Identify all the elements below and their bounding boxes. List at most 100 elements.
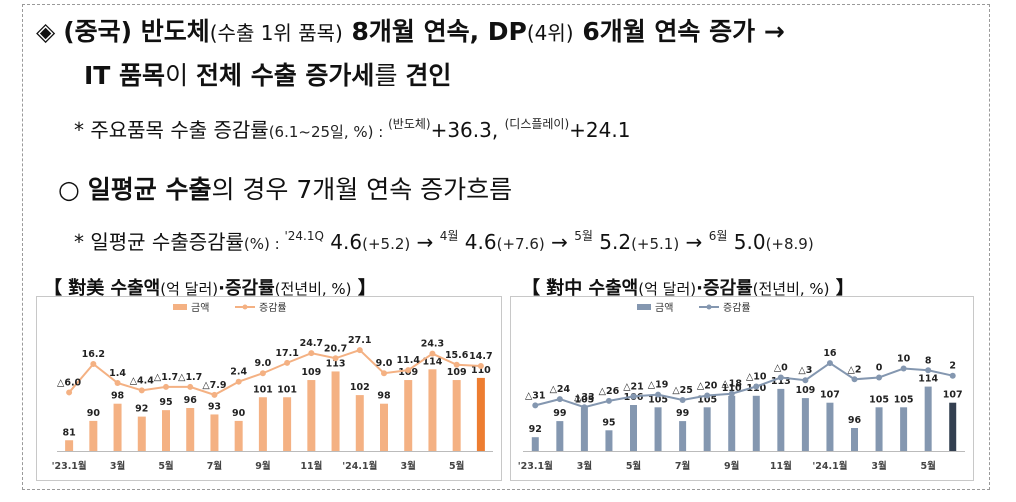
- rate-point-14: [851, 376, 858, 383]
- bar-14: [851, 428, 858, 451]
- rate-label-13: 16: [823, 348, 837, 359]
- bar-label-14: 98: [377, 391, 391, 402]
- bar-2: [556, 421, 564, 451]
- bar-label-7: 93: [208, 401, 221, 412]
- rate-label-18: 2: [949, 361, 956, 372]
- rate-label-6: △1.7: [178, 372, 202, 383]
- rate-point-17: [925, 367, 932, 374]
- bar-label-2: 99: [553, 408, 566, 419]
- chart-us: 금액 증감률 81 90 98 92 95 96 93 90 101 101 109 113 102 98 10…: [52, 302, 493, 472]
- x-tick-11: 11월: [300, 460, 322, 472]
- rate-point-3: [581, 404, 588, 411]
- content-frame: [22, 4, 990, 490]
- bar-label-10: 101: [277, 384, 297, 395]
- bar-label-16: 114: [423, 356, 443, 367]
- title-us-rate: 증감률: [224, 278, 275, 299]
- bar-17: [924, 386, 932, 451]
- rate-point-2: [90, 361, 97, 368]
- x-tick-13: '24.1월: [812, 460, 847, 472]
- legend-amount-swatch: [637, 304, 651, 310]
- bar-9: [728, 395, 736, 451]
- note2-q1: '24.1Q: [284, 229, 324, 243]
- note-major-items: * 주요품목 수출 증감률(6.1~25일, %) : (반도체)+36.3, …: [74, 114, 630, 143]
- rate-label-8: 2.4: [230, 367, 247, 378]
- rate-point-7: [211, 391, 218, 398]
- rate-label-14: △2: [848, 364, 862, 375]
- bar-5: [162, 410, 170, 451]
- rate-point-11: [777, 374, 784, 381]
- bar-label-6: 96: [184, 395, 198, 406]
- heading-rank1-note: (수출 1위 품목): [209, 21, 343, 45]
- legend-rate-label: 증감률: [723, 302, 751, 314]
- rate-label-7: △25: [672, 385, 693, 396]
- rate-point-1: [532, 402, 539, 409]
- x-tick-15: 3월: [401, 460, 416, 472]
- bar-12: [331, 371, 340, 451]
- rate-label-2: △24: [550, 384, 571, 395]
- bar-3: [580, 407, 588, 451]
- bar-7: [679, 421, 687, 451]
- rate-point-10: [284, 359, 291, 366]
- note2-june-value: 5.0: [727, 230, 766, 254]
- bar-17: [452, 380, 461, 451]
- note1-semiconductor: (반도체): [388, 117, 431, 131]
- note2-arrow-1: →: [410, 230, 440, 254]
- heading-bullet: ◈: [36, 17, 56, 46]
- bar-label-4: 92: [135, 404, 148, 415]
- note1-label: * 주요품목 수출 증감률: [74, 118, 269, 142]
- chart-title-us: 【 對美 수출액(억 달러)·증감률(전년비, %) 】: [44, 274, 376, 300]
- bar-13: [826, 402, 834, 451]
- bar-4: [605, 430, 613, 451]
- bar-label-17: 114: [918, 374, 938, 385]
- note2-april-change: (+7.6): [496, 235, 545, 253]
- x-tick-9: 9월: [255, 460, 270, 472]
- rate-point-6: [655, 391, 662, 398]
- bar-14: [380, 403, 388, 451]
- rate-point-15: [876, 374, 883, 381]
- rate-point-18: [477, 362, 484, 369]
- bar-label-3: 98: [111, 391, 125, 402]
- x-tick-5: 5월: [626, 460, 641, 472]
- title-cn-basis: (전년비, %): [752, 280, 830, 298]
- title-us-main: 對美 수출액: [68, 278, 161, 299]
- rate-point-13: [826, 360, 833, 367]
- note2-may: 5월: [574, 229, 593, 243]
- bar-label-7: 99: [676, 408, 689, 419]
- x-tick-7: 7월: [207, 460, 222, 472]
- rate-label-15: 0: [876, 363, 883, 374]
- bar-label-16: 105: [894, 394, 914, 405]
- rate-point-9: [728, 390, 735, 397]
- rate-label-12: △3: [798, 365, 812, 376]
- rate-label-1: △6.0: [57, 377, 82, 388]
- rate-point-5: [163, 383, 169, 390]
- x-tick-17: 5월: [449, 460, 464, 472]
- title-us-basis: (전년비, %): [274, 280, 352, 298]
- x-tick-11: 11월: [770, 460, 792, 472]
- x-tick-5: 5월: [158, 460, 173, 472]
- bar-3: [113, 403, 122, 451]
- title-cn-unit: (억 달러): [638, 280, 697, 298]
- note2-arrow-2: →: [544, 230, 575, 254]
- bar-label-5: 95: [159, 397, 172, 408]
- title-us-open: 【: [44, 278, 69, 299]
- rate-label-16: 24.3: [421, 339, 444, 350]
- x-tick-9: 9월: [724, 460, 739, 472]
- rate-label-4: △26: [599, 386, 620, 397]
- bar-4: [137, 416, 146, 451]
- heading-particle-1: 이: [165, 61, 197, 90]
- bar-label-12: 109: [795, 385, 815, 396]
- rate-label-13: 27.1: [348, 335, 371, 346]
- note2-arrow-3: →: [679, 230, 709, 254]
- rate-line: [535, 361, 953, 409]
- legend-rate-marker: [242, 304, 248, 310]
- title-us-close: 】: [351, 278, 376, 299]
- x-tick-1: '23.1월: [518, 460, 553, 472]
- rate-label-3: 1.4: [109, 368, 126, 379]
- bar-label-1: 81: [62, 427, 75, 438]
- title-us-unit: (억 달러): [160, 280, 219, 298]
- bar-15: [875, 407, 883, 451]
- rate-label-10: △10: [746, 372, 767, 383]
- sub-daily-export: 일평균 수출: [87, 175, 212, 204]
- sub-circle: ○: [58, 175, 88, 204]
- bar-label-18: 107: [943, 390, 963, 401]
